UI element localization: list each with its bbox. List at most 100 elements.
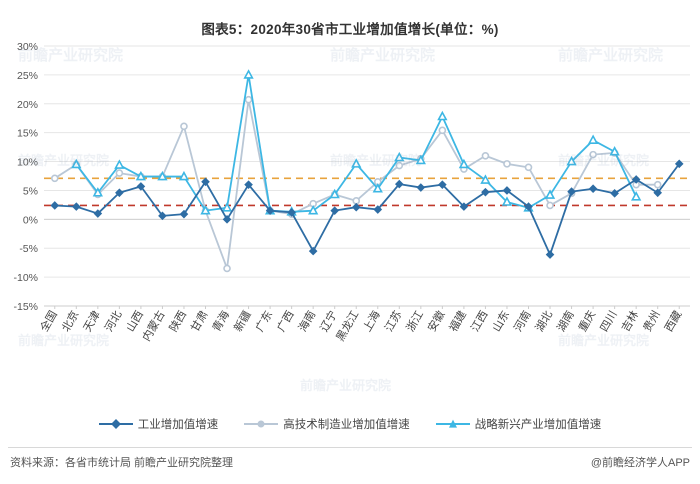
- data-point: [287, 208, 296, 217]
- svg-text:江西: 江西: [468, 308, 490, 334]
- data-point: [545, 250, 555, 259]
- data-point: [115, 188, 124, 198]
- data-point: [653, 188, 663, 198]
- circle-icon: [257, 420, 265, 428]
- x-axis-tick-label: 内蒙古: [139, 308, 168, 344]
- svg-text:陕西: 陕西: [166, 308, 189, 334]
- y-axis-tick-label: 15%: [17, 128, 38, 140]
- x-axis-tick-label: 黑龙江: [334, 308, 362, 343]
- data-point: [674, 159, 684, 169]
- data-point: [178, 170, 190, 181]
- x-axis-tick-label: 上海: [360, 308, 383, 334]
- series-line-2: [75, 73, 638, 213]
- data-point: [180, 122, 188, 131]
- data-point: [265, 206, 275, 215]
- data-point: [481, 151, 490, 160]
- x-axis-tick-label: 北京: [58, 308, 81, 334]
- svg-text:天津: 天津: [81, 308, 103, 334]
- svg-text:江苏: 江苏: [382, 308, 404, 334]
- svg-text:四川: 四川: [598, 309, 619, 334]
- data-point: [588, 184, 598, 194]
- source-note: 资料来源：各省市统计局 前瞻产业研究院整理: [10, 457, 234, 469]
- x-axis-tick-label: 浙江: [404, 308, 426, 334]
- series-line-1: [53, 98, 659, 270]
- data-point: [222, 215, 232, 224]
- data-point: [501, 196, 513, 206]
- data-point: [136, 182, 146, 191]
- y-axis-tick-label: 25%: [17, 70, 38, 82]
- data-point: [481, 187, 490, 197]
- legend-item-1[interactable]: 高技术制造业增加值增速: [244, 416, 410, 432]
- data-point: [524, 163, 533, 172]
- x-axis-tick-label: 全国: [37, 308, 60, 334]
- data-point: [567, 187, 576, 196]
- data-point: [459, 202, 469, 211]
- svg-text:吉林: 吉林: [618, 308, 641, 334]
- data-point: [50, 174, 59, 183]
- legend-swatch: [98, 419, 133, 429]
- data-point: [502, 186, 512, 195]
- data-point: [308, 204, 319, 215]
- data-point: [631, 175, 641, 184]
- svg-text:海南: 海南: [295, 308, 318, 334]
- svg-text:黑龙江: 黑龙江: [334, 308, 362, 343]
- x-axis-tick-label: 河南: [511, 308, 533, 334]
- legend-label: 高技术制造业增加值增速: [283, 419, 410, 431]
- data-point: [221, 202, 233, 212]
- x-axis-tick-label: 西藏: [662, 308, 684, 334]
- data-point: [308, 246, 318, 256]
- data-point: [609, 146, 620, 156]
- data-point: [610, 189, 619, 198]
- data-point: [372, 183, 383, 193]
- data-point: [415, 154, 426, 165]
- chart-legend: 工业增加值增速 高技术制造业增加值增速 战略新兴产业增加值增速: [0, 416, 700, 432]
- legend-item-2[interactable]: 战略新兴产业增加值增速: [435, 416, 601, 432]
- x-axis-tick-label: 四川: [598, 309, 619, 334]
- svg-text:广西: 广西: [274, 308, 296, 334]
- data-point: [158, 211, 167, 221]
- data-point: [589, 150, 597, 159]
- data-point: [179, 209, 189, 219]
- data-point: [438, 180, 447, 189]
- legend-item-0[interactable]: 工业增加值增速: [98, 416, 218, 432]
- x-axis-tick-label: 青海: [209, 308, 232, 334]
- y-axis-tick-label: 30%: [17, 41, 38, 53]
- x-axis-tick-label: 甘肃: [188, 308, 210, 334]
- data-point: [71, 202, 81, 211]
- data-point: [330, 206, 340, 215]
- x-axis-tick-label: 山西: [124, 308, 146, 334]
- x-axis-tick-label: 广东: [253, 308, 275, 334]
- svg-text:湖北: 湖北: [533, 308, 555, 334]
- svg-text:新疆: 新疆: [231, 308, 254, 334]
- data-point: [394, 151, 405, 162]
- x-axis-tick-label: 河北: [102, 308, 124, 334]
- credit-note: @前瞻经济学人APP: [590, 457, 690, 469]
- svg-text:西藏: 西藏: [662, 308, 684, 334]
- x-axis-tick-label: 湖南: [554, 308, 576, 334]
- data-point: [244, 180, 253, 189]
- data-point: [394, 179, 404, 189]
- y-axis-tick-label: 5%: [23, 185, 38, 197]
- data-point: [351, 158, 362, 168]
- y-axis-tick-label: 0%: [23, 214, 38, 226]
- data-point: [653, 180, 662, 189]
- svg-text:青海: 青海: [209, 308, 232, 334]
- svg-text:河北: 河北: [102, 308, 124, 334]
- y-axis-tick-label: -15%: [13, 301, 38, 313]
- data-point: [244, 95, 253, 104]
- x-axis-tick-label: 福建: [446, 308, 469, 334]
- data-point: [115, 169, 124, 177]
- data-point: [92, 187, 103, 197]
- svg-text:福建: 福建: [446, 308, 469, 334]
- data-point: [566, 155, 577, 166]
- x-axis-tick-label: 海南: [295, 308, 318, 334]
- x-axis-tick-label: 广西: [274, 308, 296, 334]
- x-axis-tick-label: 天津: [81, 308, 103, 334]
- x-axis-tick-label: 湖北: [533, 308, 555, 334]
- svg-text:上海: 上海: [360, 308, 383, 334]
- svg-text:重庆: 重庆: [575, 308, 598, 334]
- y-axis-tick-label: -10%: [13, 272, 38, 284]
- data-point: [50, 201, 60, 210]
- x-axis-tick-label: 山东: [490, 308, 512, 334]
